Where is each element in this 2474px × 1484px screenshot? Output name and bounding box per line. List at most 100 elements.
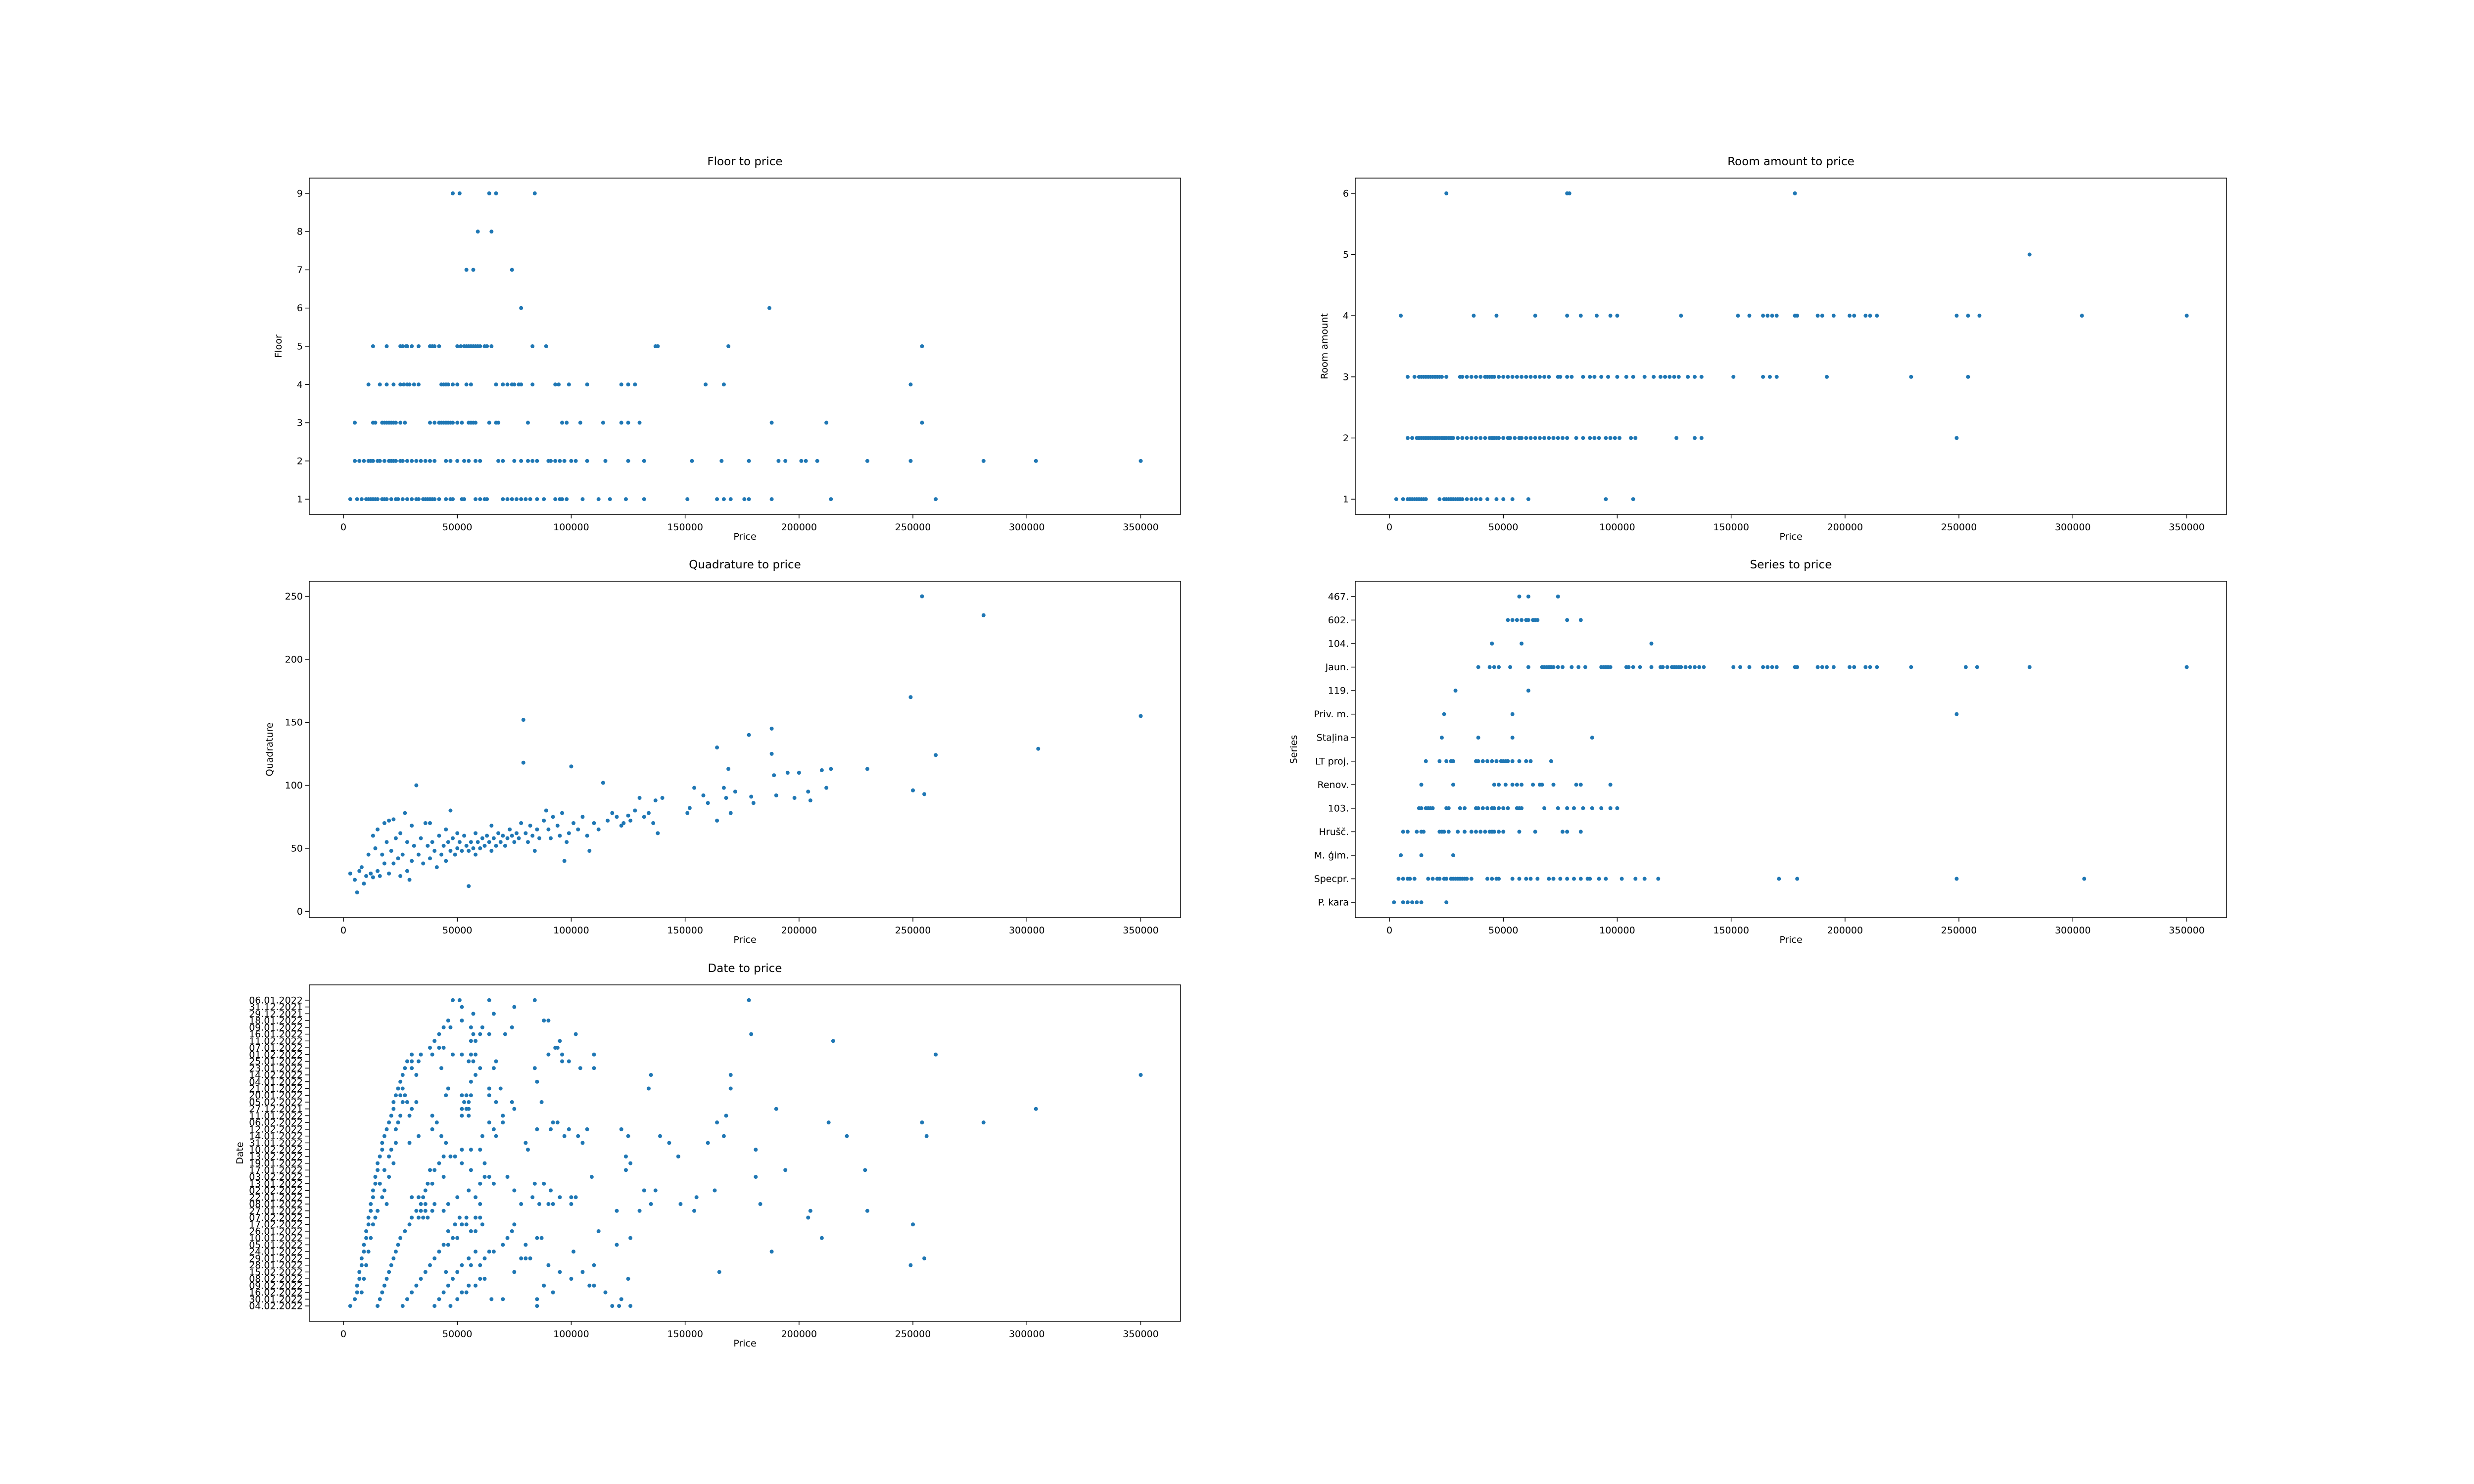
svg-text:05.02.2022: 05.02.2022	[249, 1097, 303, 1108]
svg-text:0: 0	[340, 925, 346, 936]
svg-text:3: 3	[1343, 371, 1349, 382]
svg-text:15.02.2022: 15.02.2022	[249, 1267, 303, 1278]
x-axis-label: Price	[733, 1338, 757, 1349]
chart-series-to-price: Series to price Series 0 50000 100000 15000…	[1288, 558, 2227, 945]
svg-text:Staļina: Staļina	[1317, 733, 1349, 743]
chart-title: Floor to price	[707, 155, 783, 168]
svg-text:31.12.2021: 31.12.2021	[249, 1002, 303, 1013]
svg-text:07.01.2022: 07.01.2022	[249, 1043, 303, 1054]
svg-text:24.01.2022: 24.01.2022	[249, 1247, 303, 1257]
svg-text:100000: 100000	[553, 925, 589, 936]
svg-text:100: 100	[285, 780, 303, 791]
svg-text:04.01.2022: 04.01.2022	[249, 1076, 303, 1087]
svg-text:100000: 100000	[553, 1329, 589, 1340]
svg-text:06.02.2022: 06.02.2022	[249, 1117, 303, 1128]
svg-text:150: 150	[285, 717, 303, 728]
svg-text:18.01.2022: 18.01.2022	[249, 1016, 303, 1026]
chart-date-to-price: Date to price Date 0 50000 100000 150000 200…	[235, 962, 1181, 1349]
svg-text:M. ģim.: M. ģim.	[1314, 850, 1349, 861]
svg-text:31.01.2022: 31.01.2022	[249, 1138, 303, 1149]
svg-text:4: 4	[297, 379, 303, 390]
svg-text:22.01.2022: 22.01.2022	[249, 1192, 303, 1203]
svg-text:250000: 250000	[895, 925, 931, 936]
quadrature-scatter-plot: 0 50000 100000 150000 200000 250000 300000 3500…	[285, 581, 1181, 936]
svg-text:50000: 50000	[442, 925, 472, 936]
chart-title: Quadrature to price	[689, 558, 801, 571]
svg-text:2: 2	[1343, 433, 1349, 444]
y-axis-label: Quadrature	[264, 722, 275, 777]
svg-text:150000: 150000	[667, 925, 703, 936]
svg-text:08.01.2022: 08.01.2022	[249, 1199, 303, 1210]
svg-text:LT proj.: LT proj.	[1315, 756, 1349, 767]
svg-text:17.02.2022: 17.02.2022	[249, 1219, 303, 1230]
svg-text:Hrušč.: Hrušč.	[1319, 827, 1349, 837]
svg-text:21.01.2022: 21.01.2022	[249, 1083, 303, 1094]
svg-text:50000: 50000	[1488, 925, 1518, 936]
svg-text:30.01.2022: 30.01.2022	[249, 1294, 303, 1305]
svg-text:5: 5	[297, 341, 303, 352]
chart-floor-to-price: Floor to price Floor 0 50000 100000 150000 2…	[273, 155, 1181, 542]
svg-text:602.: 602.	[1328, 615, 1349, 626]
svg-text:8: 8	[297, 227, 303, 237]
svg-text:1: 1	[297, 494, 303, 505]
svg-text:02.02.2022: 02.02.2022	[249, 1185, 303, 1196]
svg-text:03.02.2022: 03.02.2022	[249, 1172, 303, 1183]
svg-text:06.01.2022: 06.01.2022	[249, 995, 303, 1006]
svg-text:17.01.2022: 17.01.2022	[249, 1165, 303, 1176]
y-axis-label: Floor	[273, 334, 284, 358]
date-scatter-plot: 0 50000 100000 150000 200000 250000 300000 3500…	[249, 984, 1181, 1340]
svg-text:13.02.2022: 13.02.2022	[249, 1151, 303, 1162]
svg-text:150000: 150000	[667, 522, 703, 533]
svg-text:300000: 300000	[1009, 522, 1045, 533]
svg-text:12.02.2022: 12.02.2022	[249, 1124, 303, 1135]
svg-text:250000: 250000	[1941, 522, 1977, 533]
svg-text:350000: 350000	[1123, 522, 1159, 533]
svg-text:250: 250	[285, 591, 303, 602]
svg-text:100000: 100000	[1599, 522, 1635, 533]
x-axis-label: Price	[1779, 934, 1803, 945]
svg-text:350000: 350000	[1123, 1329, 1159, 1340]
svg-text:103.: 103.	[1328, 803, 1349, 814]
svg-text:200000: 200000	[781, 925, 817, 936]
svg-text:150000: 150000	[1713, 522, 1749, 533]
svg-text:300000: 300000	[1009, 1329, 1045, 1340]
svg-text:0: 0	[340, 1329, 346, 1340]
svg-text:26.01.2022: 26.01.2022	[249, 1226, 303, 1237]
x-axis-label: Price	[1779, 531, 1803, 542]
svg-text:350000: 350000	[1123, 925, 1159, 936]
svg-text:07.02.2022: 07.02.2022	[249, 1212, 303, 1223]
svg-text:3: 3	[297, 417, 303, 428]
chart-title: Date to price	[708, 962, 782, 975]
svg-text:150000: 150000	[667, 1329, 703, 1340]
svg-text:300000: 300000	[2055, 522, 2091, 533]
svg-text:1: 1	[1343, 494, 1349, 505]
svg-text:467.: 467.	[1328, 591, 1349, 602]
svg-text:200000: 200000	[1827, 522, 1863, 533]
svg-text:11.02.2022: 11.02.2022	[249, 1036, 303, 1047]
svg-text:4: 4	[1343, 311, 1349, 322]
svg-text:27.12.2021: 27.12.2021	[249, 1104, 303, 1114]
svg-text:104.: 104.	[1328, 639, 1349, 649]
svg-text:19.01.2022: 19.01.2022	[249, 1158, 303, 1169]
room-amount-scatter-plot: 0 50000 100000 150000 200000 250000 300000 3500…	[1343, 178, 2227, 533]
svg-text:08.02.2022: 08.02.2022	[249, 1274, 303, 1285]
svg-text:Renov.: Renov.	[1317, 780, 1349, 790]
svg-text:09.01.2022: 09.01.2022	[249, 1022, 303, 1033]
svg-text:Priv. m.: Priv. m.	[1314, 709, 1349, 720]
svg-text:200000: 200000	[781, 522, 817, 533]
y-axis-label: Room amount	[1319, 313, 1330, 379]
svg-text:0: 0	[297, 906, 303, 917]
floor-scatter-plot: 0 50000 100000 150000 200000 250000 300000 3500…	[297, 178, 1181, 533]
svg-text:11.01.2022: 11.01.2022	[249, 1111, 303, 1121]
svg-text:200000: 200000	[781, 1329, 817, 1340]
svg-text:119.: 119.	[1328, 686, 1349, 696]
svg-text:29.01.2022: 29.01.2022	[249, 1253, 303, 1264]
svg-text:6: 6	[1343, 188, 1349, 199]
svg-text:300000: 300000	[2055, 925, 2091, 936]
svg-text:7: 7	[297, 265, 303, 276]
svg-text:23.01.2022: 23.01.2022	[249, 1063, 303, 1074]
svg-text:16.02.2022: 16.02.2022	[249, 1287, 303, 1298]
svg-text:9: 9	[297, 188, 303, 199]
svg-text:10.01.2022: 10.01.2022	[249, 1233, 303, 1244]
